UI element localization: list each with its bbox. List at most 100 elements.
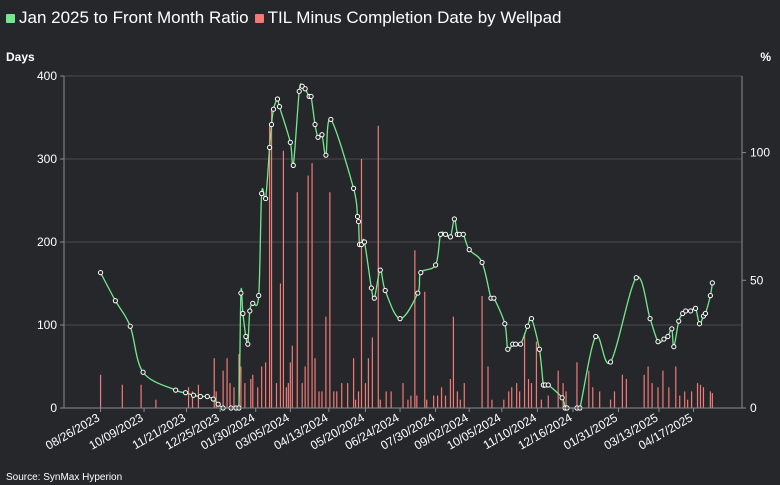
ratio-point-3 [140, 369, 146, 375]
ratio-point-76 [545, 382, 551, 388]
ratio-point-1 [112, 298, 118, 304]
bar-43 [347, 383, 349, 408]
bar-53 [385, 391, 387, 408]
bar-79 [523, 333, 526, 408]
ratio-point-62 [466, 247, 472, 253]
bar-111 [711, 393, 713, 408]
bar-29 [291, 345, 293, 408]
bar-9 [222, 370, 224, 408]
legend-swatch-til [254, 13, 264, 23]
bar-54 [390, 391, 392, 408]
bar-37 [321, 391, 323, 408]
bar-12 [233, 387, 235, 408]
bar-75 [508, 391, 510, 408]
bar-45 [354, 399, 357, 408]
bar-41 [336, 391, 338, 408]
ratio-point-71 [524, 323, 531, 329]
bar-50 [371, 337, 373, 408]
legend-item-ratio[interactable]: Jan 2025 to Front Month Ratio [6, 8, 249, 28]
gridlines [64, 75, 742, 326]
bar-15 [244, 383, 246, 408]
bar-58 [414, 250, 416, 408]
ratio-point-30 [290, 162, 296, 168]
bar-63 [436, 395, 439, 408]
ratio-point-61 [460, 231, 466, 237]
ratio-point-94 [688, 308, 694, 314]
bar-98 [651, 383, 653, 408]
bar-69 [459, 399, 461, 408]
ratio-point-72 [528, 316, 535, 322]
legend-swatch-ratio [6, 13, 15, 23]
bar-65 [444, 395, 447, 408]
ratio-point-91 [676, 318, 682, 324]
bar-59 [416, 395, 418, 408]
y-tick-label-right-100: 100 [750, 146, 770, 160]
bar-81 [530, 383, 533, 408]
bar-74 [503, 399, 505, 408]
bar-2 [140, 384, 142, 408]
ratio-point-87 [661, 336, 667, 342]
ratio-point-36 [312, 121, 318, 128]
bar-106 [690, 391, 693, 408]
bar-91 [599, 391, 601, 408]
ratio-point-48 [371, 295, 377, 301]
bar-103 [679, 395, 681, 408]
bar-67 [452, 316, 455, 408]
ratio-point-90 [671, 344, 677, 350]
ratio-point-65 [491, 295, 497, 301]
ratio-point-2 [127, 323, 133, 329]
bar-47 [360, 159, 363, 408]
legend-label-til: TIL Minus Completion Date by Wellpad [267, 8, 562, 27]
ratio-point-38 [319, 132, 325, 138]
ratio-point-42 [354, 213, 361, 220]
ratio-point-6 [190, 392, 197, 398]
bar-93 [613, 391, 616, 408]
bar-10 [226, 358, 228, 408]
bar-97 [647, 366, 649, 408]
ratio-point-82 [593, 333, 599, 340]
ratio-point-93 [683, 308, 689, 314]
bar-series [99, 109, 713, 409]
bar-39 [329, 192, 331, 408]
ratio-point-20 [250, 300, 256, 306]
line-series [97, 83, 715, 411]
bar-88 [576, 362, 578, 408]
bar-38 [325, 316, 327, 408]
ratio-point-47 [368, 285, 374, 291]
legend-item-til[interactable]: TIL Minus Completion Date by Wellpad [254, 8, 562, 28]
y-tick-label-left-400: 400 [37, 69, 57, 83]
bar-89 [588, 370, 590, 408]
ratio-point-50 [382, 287, 388, 294]
bar-20 [265, 362, 267, 408]
bar-55 [402, 383, 404, 408]
bar-104 [684, 391, 686, 408]
bar-57 [410, 395, 412, 408]
bar-78 [519, 391, 521, 408]
ratio-point-41 [350, 185, 357, 191]
bar-72 [487, 366, 489, 408]
bar-70 [463, 383, 465, 408]
bar-85 [557, 370, 559, 408]
y-tick-label-left-200: 200 [37, 235, 57, 249]
bar-44 [352, 358, 355, 408]
bar-62 [433, 395, 435, 408]
ratio-point-58 [451, 216, 457, 222]
bar-18 [257, 387, 259, 408]
ratio-point-88 [665, 333, 671, 340]
ratio-point-85 [647, 316, 653, 322]
bar-49 [367, 358, 370, 408]
bar-87 [565, 391, 567, 408]
bar-51 [377, 125, 379, 409]
bar-66 [449, 378, 452, 408]
ratio-point-26 [270, 106, 277, 112]
ratio-point-46 [361, 239, 368, 245]
bar-23 [275, 383, 278, 408]
bar-110 [709, 391, 711, 408]
bar-11 [229, 383, 231, 408]
ratio-point-27 [274, 96, 281, 102]
bar-3 [155, 399, 157, 408]
ratio-point-4 [173, 387, 179, 393]
y-tick-label-left-100: 100 [37, 318, 57, 332]
bar-4 [187, 387, 190, 408]
